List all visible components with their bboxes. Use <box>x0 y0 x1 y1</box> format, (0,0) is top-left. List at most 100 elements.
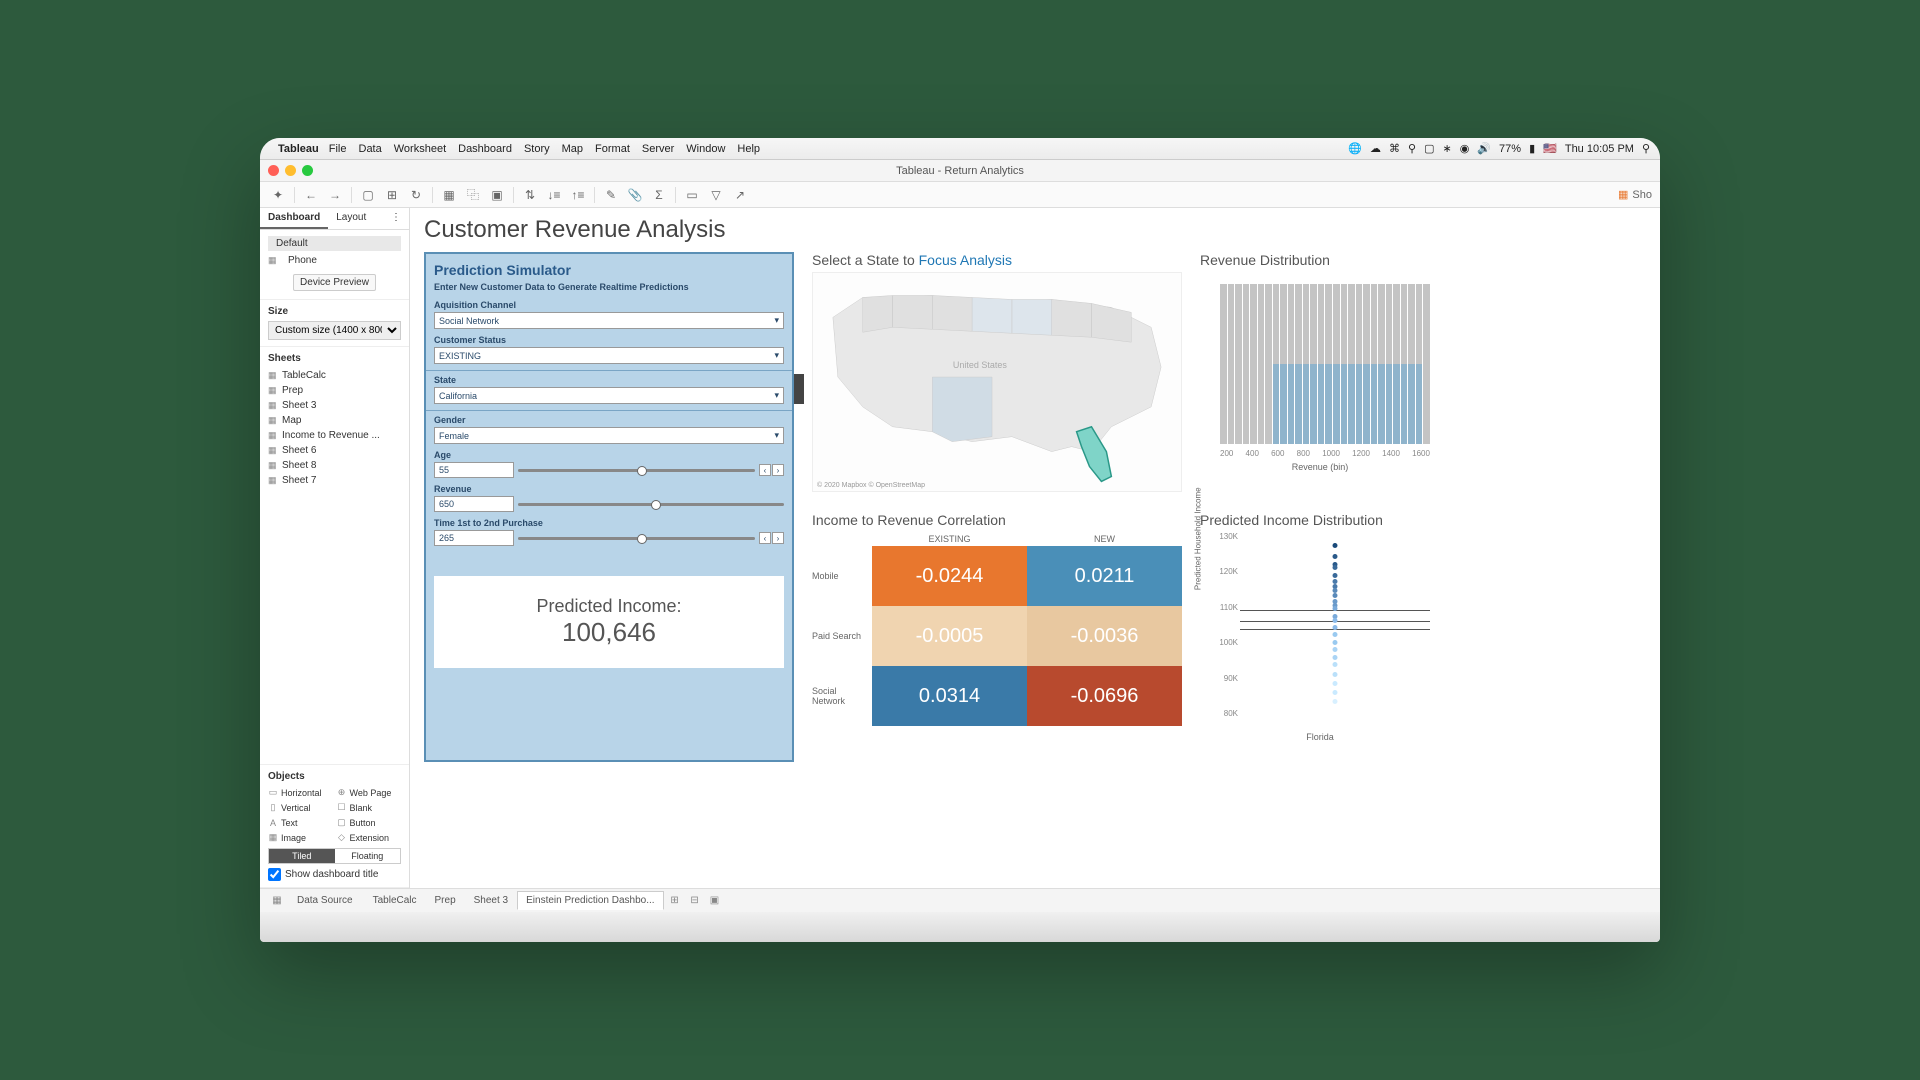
show-me-button[interactable]: ▦ Sho <box>1618 188 1652 201</box>
menu-item-worksheet[interactable]: Worksheet <box>394 143 446 155</box>
forward-button[interactable]: → <box>325 185 345 205</box>
maximize-icon[interactable] <box>302 165 313 176</box>
menu-item-story[interactable]: Story <box>524 143 550 155</box>
object-item[interactable]: ▦Image <box>268 831 333 844</box>
wifi-icon[interactable]: ◉ <box>1460 142 1470 155</box>
back-button[interactable]: ← <box>301 185 321 205</box>
age-input[interactable]: 55 <box>434 462 514 478</box>
object-item[interactable]: ▯Vertical <box>268 801 333 814</box>
menu-item-data[interactable]: Data <box>359 143 382 155</box>
new-worksheet-button[interactable]: ▦ <box>439 185 459 205</box>
revenue-input[interactable]: 650 <box>434 496 514 512</box>
menu-item-help[interactable]: Help <box>737 143 760 155</box>
bug-icon[interactable]: ⌘ <box>1389 142 1400 155</box>
sort-asc-button[interactable]: ↓≡ <box>544 185 564 205</box>
bluetooth-icon[interactable]: ∗ <box>1443 142 1452 155</box>
show-title-checkbox[interactable] <box>268 868 281 881</box>
cloud-icon[interactable]: ☁ <box>1370 142 1381 155</box>
refresh-button[interactable]: ↻ <box>406 185 426 205</box>
customer-status-select[interactable]: EXISTING▾ <box>434 347 784 364</box>
new-data-button[interactable]: ⊞ <box>382 185 402 205</box>
state-select[interactable]: California▾ <box>434 387 784 404</box>
menu-item-server[interactable]: Server <box>642 143 674 155</box>
sheet-tab[interactable]: TableCalc <box>364 891 426 910</box>
new-story-icon[interactable]: ▣ <box>706 895 724 906</box>
close-icon[interactable] <box>268 165 279 176</box>
time-inc-button[interactable]: › <box>772 532 784 544</box>
sheet-item[interactable]: TableCalc <box>268 368 401 383</box>
tableau-logo-icon[interactable]: ✦ <box>268 185 288 205</box>
correlation-viz[interactable]: Income to Revenue Correlation EXISTINGNE… <box>812 512 1182 762</box>
device-phone[interactable]: Phone <box>268 253 401 268</box>
device-preview-button[interactable]: Device Preview <box>293 274 376 291</box>
fit-button[interactable]: ▭ <box>682 185 702 205</box>
new-worksheet-icon[interactable]: ⊞ <box>666 895 684 906</box>
scatter-viz[interactable]: Predicted Income Distribution Predicted … <box>1200 512 1440 762</box>
tiled-button[interactable]: Tiled <box>269 849 335 863</box>
sheet-tab[interactable]: Einstein Prediction Dashbo... <box>517 891 663 910</box>
globe-icon[interactable]: 🌐 <box>1348 142 1362 155</box>
clear-button[interactable]: ▣ <box>487 185 507 205</box>
menu-item-format[interactable]: Format <box>595 143 630 155</box>
sheet-item[interactable]: Sheet 3 <box>268 398 401 413</box>
data-source-tab[interactable]: Data Source <box>288 891 362 910</box>
share-button[interactable]: ↗ <box>730 185 750 205</box>
object-item[interactable]: ◇Extension <box>337 831 402 844</box>
age-inc-button[interactable]: › <box>772 464 784 476</box>
app-name[interactable]: Tableau <box>278 143 319 155</box>
duplicate-button[interactable]: ⿻ <box>463 185 483 205</box>
menu-item-file[interactable]: File <box>329 143 347 155</box>
volume-icon[interactable]: 🔊 <box>1477 142 1491 155</box>
tab-dashboard[interactable]: Dashboard <box>260 208 328 229</box>
sheet-item[interactable]: Prep <box>268 383 401 398</box>
device-default[interactable]: Default <box>268 236 401 251</box>
display-icon[interactable]: ▢ <box>1424 142 1434 155</box>
sheet-item[interactable]: Sheet 6 <box>268 443 401 458</box>
object-item[interactable]: ☐Blank <box>337 801 402 814</box>
time-input[interactable]: 265 <box>434 530 514 546</box>
menu-item-map[interactable]: Map <box>562 143 583 155</box>
sheet-tab[interactable]: Prep <box>426 891 465 910</box>
size-select[interactable]: Custom size (1400 x 800) <box>268 321 401 340</box>
minimize-icon[interactable] <box>285 165 296 176</box>
size-title: Size <box>268 306 401 317</box>
presentation-button[interactable]: ▽ <box>706 185 726 205</box>
swap-button[interactable]: ⇅ <box>520 185 540 205</box>
panel-handle-icon[interactable] <box>794 374 804 404</box>
floating-button[interactable]: Floating <box>335 849 401 863</box>
sheet-tab[interactable]: Sheet 3 <box>465 891 517 910</box>
map-viz[interactable]: Select a State to Focus Analysis United … <box>812 252 1182 502</box>
sheet-item[interactable]: Sheet 7 <box>268 473 401 488</box>
group-button[interactable]: 📎 <box>625 185 645 205</box>
gender-select[interactable]: Female▾ <box>434 427 784 444</box>
histogram-viz[interactable]: Revenue Distribution 2004006008001000120… <box>1200 252 1440 502</box>
acquisition-channel-select[interactable]: Social Network▾ <box>434 312 784 329</box>
object-item[interactable]: ▢Button <box>337 816 402 829</box>
time-slider[interactable] <box>518 537 755 540</box>
save-button[interactable]: ▢ <box>358 185 378 205</box>
object-item[interactable]: AText <box>268 816 333 829</box>
sheet-item[interactable]: Map <box>268 413 401 428</box>
menu-item-window[interactable]: Window <box>686 143 725 155</box>
search-icon[interactable]: ⚲ <box>1408 142 1416 155</box>
object-item[interactable]: ⊕Web Page <box>337 786 402 799</box>
highlight-button[interactable]: ✎ <box>601 185 621 205</box>
age-slider[interactable] <box>518 469 755 472</box>
time-dec-button[interactable]: ‹ <box>759 532 771 544</box>
age-dec-button[interactable]: ‹ <box>759 464 771 476</box>
tab-expand-icon[interactable]: ⋮ <box>383 208 409 229</box>
predicted-value: 100,646 <box>442 617 776 648</box>
flag-icon[interactable]: 🇺🇸 <box>1543 142 1557 155</box>
object-item[interactable]: ▭Horizontal <box>268 786 333 799</box>
sort-desc-button[interactable]: ↑≡ <box>568 185 588 205</box>
new-dashboard-icon[interactable]: ⊟ <box>686 895 704 906</box>
data-source-icon[interactable]: ▦ <box>268 895 286 906</box>
spotlight-icon[interactable]: ⚲ <box>1642 142 1650 155</box>
totals-button[interactable]: Σ <box>649 185 669 205</box>
sheet-item[interactable]: Sheet 8 <box>268 458 401 473</box>
menu-item-dashboard[interactable]: Dashboard <box>458 143 512 155</box>
sheet-item[interactable]: Income to Revenue ... <box>268 428 401 443</box>
revenue-slider[interactable] <box>518 503 784 506</box>
tab-layout[interactable]: Layout <box>328 208 374 229</box>
macos-menubar: Tableau File Data Worksheet Dashboard Story M… <box>260 138 1660 160</box>
